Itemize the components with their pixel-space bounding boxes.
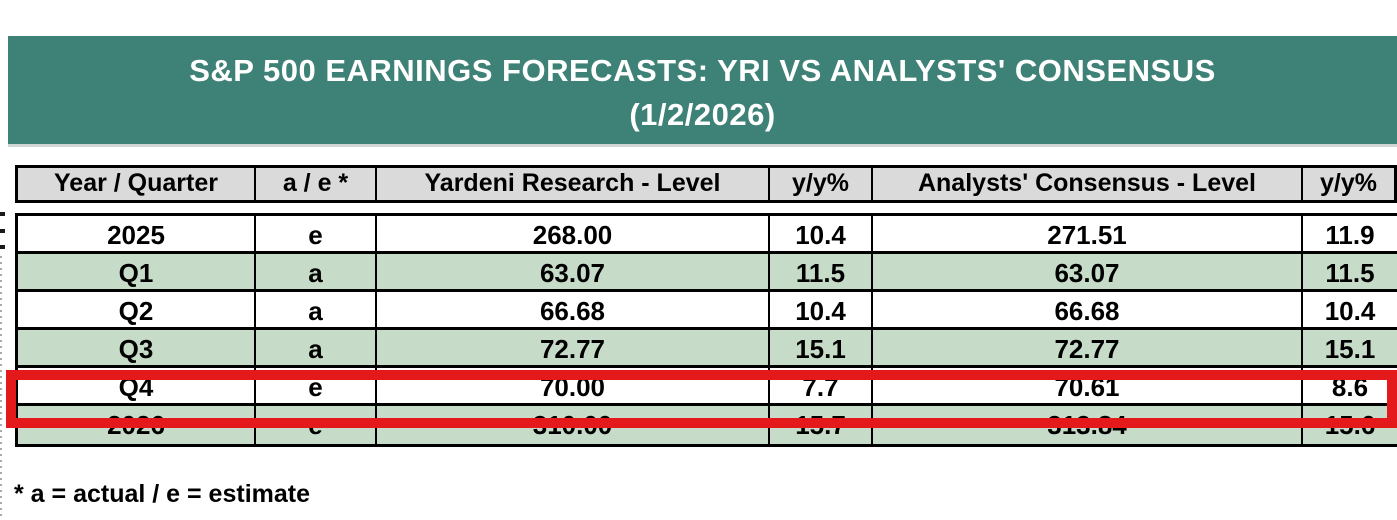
column-header-consensus-level: Analysts' Consensus - Level bbox=[873, 168, 1303, 200]
cell-consensus-yy: 8.6 bbox=[1331, 372, 1369, 402]
cell-consensus-level: 66.68 bbox=[873, 292, 1303, 327]
cell-yri-level: 310.00 bbox=[377, 406, 770, 444]
left-tick-mark bbox=[0, 212, 5, 216]
table-row: 2025 e 268.00 10.4 271.51 11.9 bbox=[18, 216, 1397, 254]
cell-year-quarter: 2026 bbox=[18, 406, 256, 444]
cell-yri-level: 268.00 bbox=[377, 216, 770, 251]
cell-consensus-level: 271.51 bbox=[873, 216, 1303, 251]
cell-yri-yy: 11.5 bbox=[770, 254, 873, 289]
cell-consensus-level: 63.07 bbox=[873, 254, 1303, 289]
left-tick-mark bbox=[0, 245, 5, 249]
footnote: * a = actual / e = estimate bbox=[14, 480, 310, 508]
column-header-yri-yy: y/y% bbox=[770, 168, 873, 200]
column-header-yri-level: Yardeni Research - Level bbox=[377, 168, 770, 200]
cell-a-e: e bbox=[256, 216, 377, 251]
table-header-row: Year / Quarter a / e * Yardeni Research … bbox=[15, 165, 1397, 203]
cell-consensus-yy: 11.5 bbox=[1325, 258, 1375, 288]
cell-a-e: e bbox=[256, 368, 377, 403]
column-header-a-e: a / e * bbox=[256, 168, 377, 200]
table-row: 2026 e 310.00 15.7 313.84 15.6 bbox=[18, 406, 1397, 444]
column-header-year-quarter: Year / Quarter bbox=[18, 168, 256, 200]
cell-year-quarter: Q3 bbox=[18, 330, 256, 365]
cell-year-quarter: Q4 bbox=[18, 368, 256, 403]
dotted-page-guide bbox=[0, 256, 2, 516]
cell-consensus-yy: 15.6 bbox=[1324, 410, 1376, 440]
cell-consensus-level: 313.84 bbox=[873, 406, 1303, 444]
cell-yri-yy: 15.7 bbox=[770, 406, 873, 444]
cell-yri-level: 66.68 bbox=[377, 292, 770, 327]
cell-consensus-yy: 11.9 bbox=[1325, 220, 1375, 250]
figure-title: S&P 500 EARNINGS FORECASTS: YRI VS ANALY… bbox=[189, 52, 1216, 88]
cell-yri-level: 70.00 bbox=[377, 368, 770, 403]
cell-consensus-yy: 15.1 bbox=[1324, 334, 1376, 364]
cell-yri-yy: 10.4 bbox=[770, 216, 873, 251]
left-tick-mark bbox=[0, 229, 5, 233]
cell-consensus-level: 72.77 bbox=[873, 330, 1303, 365]
cell-a-e: e bbox=[256, 406, 377, 444]
cell-year-quarter: Q1 bbox=[18, 254, 256, 289]
cell-yri-yy: 10.4 bbox=[770, 292, 873, 327]
table-row: Q3 a 72.77 15.1 72.77 15.1 bbox=[18, 330, 1397, 368]
cell-year-quarter: Q2 bbox=[18, 292, 256, 327]
table-row: Q1 a 63.07 11.5 63.07 11.5 bbox=[18, 254, 1397, 292]
cell-yri-yy: 7.7 bbox=[770, 368, 873, 403]
title-banner: S&P 500 EARNINGS FORECASTS: YRI VS ANALY… bbox=[8, 36, 1397, 147]
cell-yri-level: 72.77 bbox=[377, 330, 770, 365]
cell-year-quarter: 2025 bbox=[18, 216, 256, 251]
figure-subtitle: (1/2/2026) bbox=[629, 96, 776, 132]
cell-yri-level: 63.07 bbox=[377, 254, 770, 289]
cell-a-e: a bbox=[256, 292, 377, 327]
earnings-table-body: 2025 e 268.00 10.4 271.51 11.9 Q1 a 63.0… bbox=[15, 213, 1397, 447]
cell-a-e: a bbox=[256, 254, 377, 289]
cell-a-e: a bbox=[256, 330, 377, 365]
table-row: Q4 e 70.00 7.7 70.61 8.6 bbox=[18, 368, 1397, 406]
cell-yri-yy: 15.1 bbox=[770, 330, 873, 365]
table-row: Q2 a 66.68 10.4 66.68 10.4 bbox=[18, 292, 1397, 330]
cell-consensus-level: 70.61 bbox=[873, 368, 1303, 403]
column-header-consensus-yy: y/y% bbox=[1320, 169, 1377, 197]
cell-consensus-yy: 10.4 bbox=[1324, 296, 1376, 326]
